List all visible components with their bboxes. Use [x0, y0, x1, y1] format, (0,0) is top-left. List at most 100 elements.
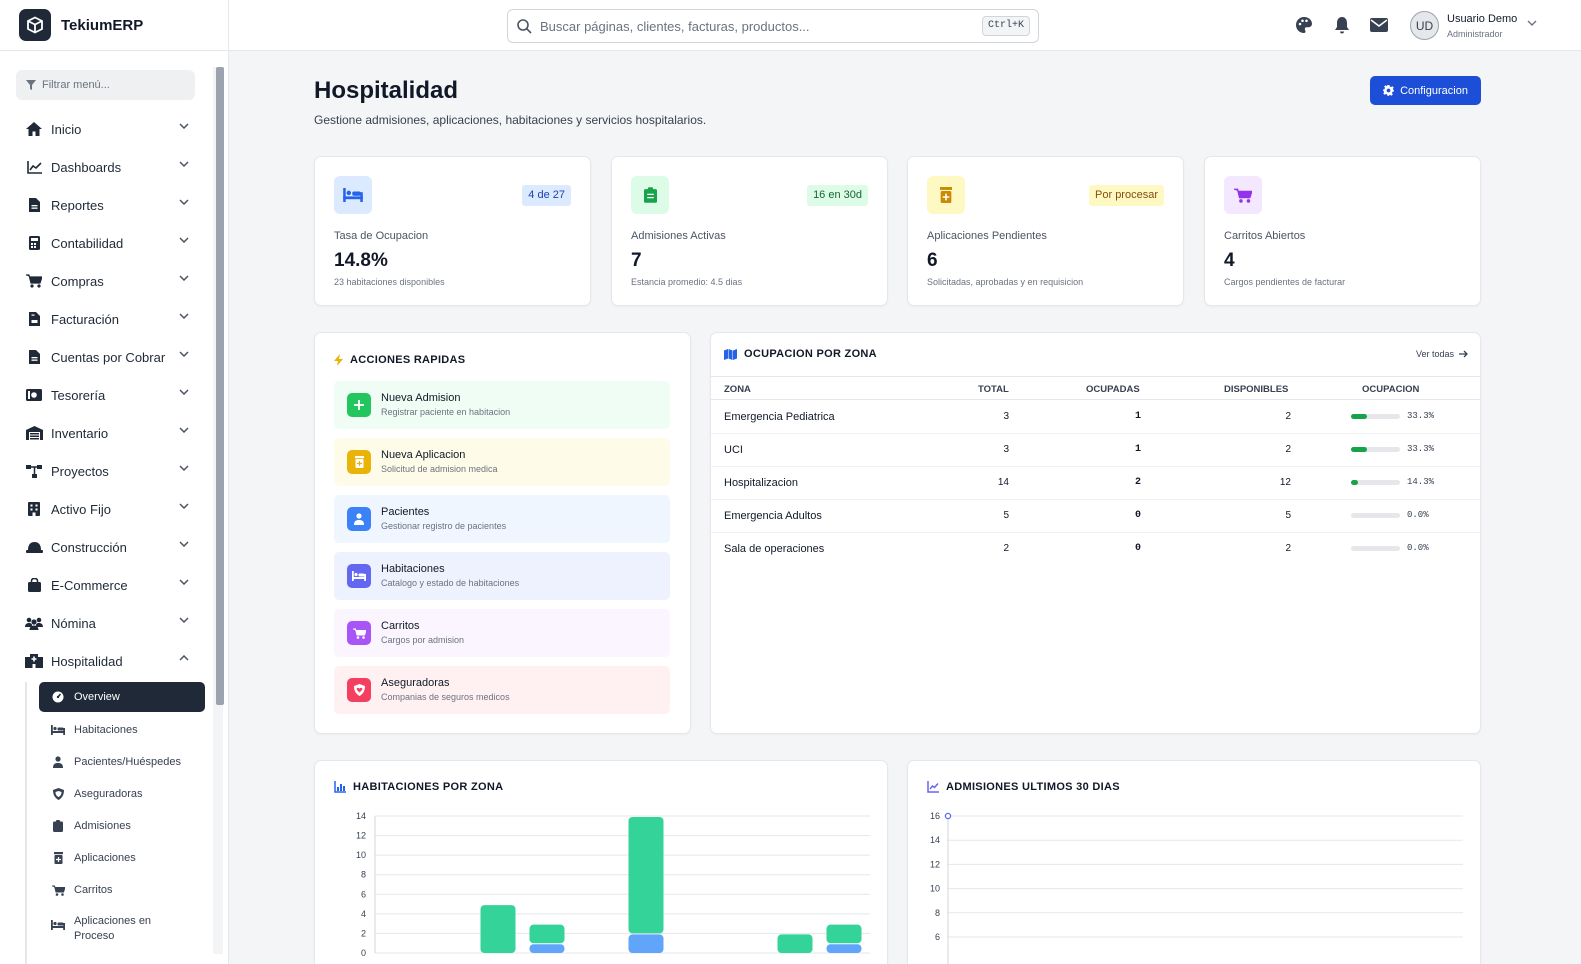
cell-ocupacion: 33.3% — [1407, 444, 1435, 454]
sidebar-item-compras[interactable]: Compras — [0, 262, 205, 300]
y-tick-label: 14 — [356, 811, 366, 821]
stat-subtext: Cargos pendientes de facturar — [1224, 277, 1346, 287]
search-input[interactable]: Buscar páginas, clientes, facturas, prod… — [507, 9, 1039, 43]
submenu-item-pacientes[interactable]: Pacientes/Huéspedes — [25, 746, 205, 778]
sidebar-item-label: Dashboards — [51, 159, 122, 175]
submenu-item-aplicaciones[interactable]: Aplicaciones — [25, 842, 205, 874]
quick-action-nueva-admision[interactable]: Nueva Admision Registrar paciente en hab… — [334, 381, 670, 429]
chart-header: ADMISIONES ULTIMOS 30 DIAS — [927, 781, 1120, 793]
sidebar-item-tesoreria[interactable]: Tesorería — [0, 376, 205, 414]
stat-value: 4 — [1224, 250, 1235, 271]
column-header-ocupadas[interactable]: OCUPADAS — [1086, 384, 1140, 395]
y-tick-label: 12 — [356, 831, 366, 841]
quick-action-subtitle: Cargos por admision — [381, 635, 465, 645]
filter-icon — [26, 80, 36, 90]
chevron-down-icon — [179, 617, 189, 623]
y-tick-label: 2 — [361, 928, 366, 938]
sidebar-scroll-area: Filtrar menú... Inicio Dashboards Report… — [0, 51, 229, 964]
menu-filter-input[interactable]: Filtrar menú... — [16, 70, 195, 100]
table-row[interactable]: Hospitalizacion 14 2 12 14.3% — [711, 467, 1480, 500]
column-header-ocupacion[interactable]: OCUPACION — [1362, 384, 1420, 395]
money-icon — [25, 386, 43, 404]
avatar[interactable]: UD — [1410, 11, 1439, 40]
submenu-item-carritos[interactable]: Carritos — [25, 874, 205, 906]
quick-action-carritos[interactable]: Carritos Cargos por admision — [334, 609, 670, 657]
user-name[interactable]: Usuario Demo — [1447, 13, 1518, 25]
submenu-item-habitaciones[interactable]: Habitaciones — [25, 714, 205, 746]
quick-action-habitaciones[interactable]: Habitaciones Catalogo y estado de habita… — [334, 552, 670, 600]
sidebar-item-contabilidad[interactable]: Contabilidad — [0, 224, 205, 262]
palette-icon[interactable] — [1295, 16, 1313, 34]
quick-action-subtitle: Catalogo y estado de habitaciones — [381, 578, 520, 588]
occupancy-progress-bar — [1351, 414, 1400, 419]
arrow-right-icon — [1459, 350, 1468, 358]
submenu-item-aplicaciones-en-proceso[interactable]: Aplicaciones en Proceso — [25, 906, 205, 952]
stat-card-carritos: Carritos Abiertos 4 Cargos pendientes de… — [1204, 156, 1481, 306]
column-header-zona[interactable]: ZONA — [724, 384, 751, 395]
quick-action-title: Nueva Aplicacion — [381, 449, 466, 461]
sidebar-item-cuentas-por-cobrar[interactable]: Cuentas por Cobrar — [0, 338, 205, 376]
sidebar-item-facturacion[interactable]: Facturación — [0, 300, 205, 338]
chevron-down-icon — [179, 389, 189, 395]
occupancy-progress-fill — [1351, 414, 1368, 419]
sidebar-item-hospitalidad[interactable]: Hospitalidad — [0, 642, 205, 680]
sidebar-item-inventario[interactable]: Inventario — [0, 414, 205, 452]
ver-todas-link[interactable]: Ver todas — [1416, 349, 1468, 359]
cell-total: 14 — [997, 477, 1009, 488]
quick-action-pacientes[interactable]: Pacientes Gestionar registro de paciente… — [334, 495, 670, 543]
sidebar-item-nomina[interactable]: Nómina — [0, 604, 205, 642]
cell-ocupadas: 1 — [1134, 444, 1141, 455]
submenu-item-label: Aplicaciones en Proceso — [74, 915, 152, 942]
chart-bar-segment — [529, 944, 565, 953]
sidebar-scrollbar-thumb[interactable] — [216, 67, 224, 705]
sidebar-item-label: Nómina — [51, 615, 96, 631]
sidebar-item-proyectos[interactable]: Proyectos — [0, 452, 205, 490]
sidebar-item-construccion[interactable]: Construcción — [0, 528, 205, 566]
bell-icon[interactable] — [1334, 16, 1350, 34]
chart-title: ADMISIONES ULTIMOS 30 DIAS — [946, 781, 1120, 793]
y-tick-label: 6 — [935, 932, 940, 942]
quick-action-subtitle: Gestionar registro de pacientes — [381, 521, 507, 531]
sidebar-item-reportes[interactable]: Reportes — [0, 186, 205, 224]
table-row[interactable]: Emergencia Adultos 5 0 5 0.0% — [711, 500, 1480, 533]
quick-action-nueva-aplicacion[interactable]: Nueva Aplicacion Solicitud de admision m… — [334, 438, 670, 486]
column-header-disponibles[interactable]: DISPONIBLES — [1224, 384, 1289, 395]
cell-total: 3 — [1003, 444, 1009, 455]
quick-action-aseguradoras[interactable]: Aseguradoras Companias de seguros medico… — [334, 666, 670, 714]
users-icon — [25, 614, 43, 632]
cell-zona: UCI — [724, 444, 743, 456]
submenu-item-label: Aseguradoras — [74, 788, 143, 800]
prescription-icon — [347, 450, 371, 474]
table-row[interactable]: Emergencia Pediatrica 3 1 2 33.3% — [711, 401, 1480, 434]
sidebar-item-dashboards[interactable]: Dashboards — [0, 148, 205, 186]
chart-bar-segment — [529, 924, 565, 944]
occupancy-header: OCUPACION POR ZONA — [724, 348, 877, 360]
quick-action-subtitle: Registrar paciente en habitacion — [381, 407, 511, 417]
brand-name: TekiumERP — [61, 16, 144, 34]
sidebar-item-activo-fijo[interactable]: Activo Fijo — [0, 490, 205, 528]
submenu-item-overview[interactable]: Overview — [39, 682, 205, 712]
chevron-down-icon — [179, 503, 189, 509]
cell-total: 3 — [1003, 411, 1009, 422]
chevron-down-icon[interactable] — [1527, 20, 1537, 26]
table-row[interactable]: UCI 3 1 2 33.3% — [711, 434, 1480, 467]
occupancy-progress-fill — [1351, 480, 1358, 485]
sidebar-item-inicio[interactable]: Inicio — [0, 110, 205, 148]
stat-icon-box — [927, 176, 965, 214]
sidebar-item-label: Activo Fijo — [51, 501, 111, 517]
configuracion-button[interactable]: Configuracion — [1370, 76, 1481, 105]
stat-icon-box — [631, 176, 669, 214]
column-header-total[interactable]: TOTAL — [978, 384, 1009, 395]
submenu-item-admisiones[interactable]: Admisiones — [25, 810, 205, 842]
cell-ocupacion: 0.0% — [1407, 510, 1429, 520]
sidebar-item-label: E-Commerce — [51, 577, 128, 593]
stat-value: 14.8% — [334, 250, 388, 271]
top-header: Buscar páginas, clientes, facturas, prod… — [229, 0, 1581, 51]
submenu-item-aseguradoras[interactable]: Aseguradoras — [25, 778, 205, 810]
quick-action-title: Habitaciones — [381, 563, 445, 575]
table-row[interactable]: Sala de operaciones 2 0 2 0.0% — [711, 533, 1480, 566]
mail-icon[interactable] — [1370, 18, 1388, 32]
bed-icon — [347, 564, 371, 588]
brand[interactable]: TekiumERP — [0, 0, 228, 51]
sidebar-item-e-commerce[interactable]: E-Commerce — [0, 566, 205, 604]
